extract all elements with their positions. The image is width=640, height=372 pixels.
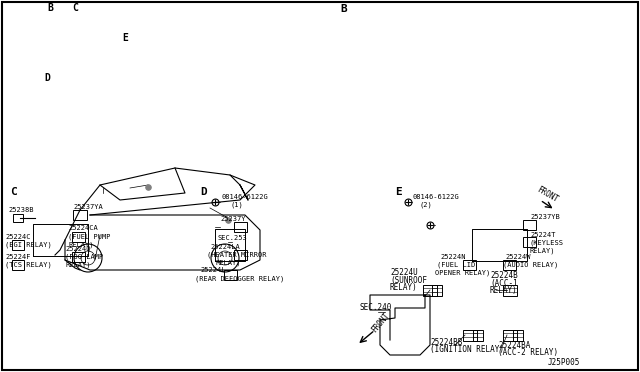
Bar <box>13 214 23 222</box>
Text: 08146-6122G: 08146-6122G <box>413 194 460 200</box>
Bar <box>12 260 24 270</box>
Text: 25224BB: 25224BB <box>430 338 462 347</box>
Text: (REAR DEFOGGER RELAY): (REAR DEFOGGER RELAY) <box>195 275 284 282</box>
Bar <box>234 222 246 232</box>
Text: 25237YA: 25237YA <box>73 204 103 210</box>
Bar <box>463 330 477 340</box>
Bar <box>72 252 84 262</box>
Text: 25224T: 25224T <box>530 232 556 238</box>
Text: SEC.253: SEC.253 <box>218 235 248 241</box>
Text: J25P005: J25P005 <box>548 358 580 367</box>
Bar <box>504 260 516 270</box>
Text: B: B <box>340 4 347 14</box>
Text: (FUEL LID: (FUEL LID <box>437 262 476 269</box>
Bar <box>463 260 477 270</box>
Bar <box>524 220 536 230</box>
Text: (ACC-2 RELAY): (ACC-2 RELAY) <box>498 348 558 357</box>
Bar <box>524 237 536 247</box>
Text: SEC.240: SEC.240 <box>360 303 392 312</box>
Text: (KEYLESS: (KEYLESS <box>530 240 564 247</box>
Text: B: B <box>47 3 53 13</box>
Text: 25224CA: 25224CA <box>68 225 98 231</box>
Bar <box>423 285 437 295</box>
Text: RELAY): RELAY) <box>68 241 93 247</box>
Bar <box>473 330 483 340</box>
Text: (FUEL PUMP: (FUEL PUMP <box>68 233 111 240</box>
Text: RELAY): RELAY) <box>390 283 418 292</box>
Text: 25224C: 25224C <box>5 234 31 240</box>
Bar <box>503 330 517 340</box>
Text: RELAY): RELAY) <box>530 248 556 254</box>
Text: 25224W: 25224W <box>505 254 531 260</box>
Text: 08146-6122G: 08146-6122G <box>222 194 269 200</box>
Text: (SUNROOF: (SUNROOF <box>390 276 427 285</box>
Bar <box>73 210 87 220</box>
Text: RELAY): RELAY) <box>490 286 518 295</box>
Bar <box>223 270 237 280</box>
Text: FRONT: FRONT <box>535 185 559 204</box>
Text: C: C <box>10 187 17 197</box>
Text: 25224N: 25224N <box>440 254 465 260</box>
Text: 25224BA: 25224BA <box>498 341 531 350</box>
Text: 25224F: 25224F <box>5 254 31 260</box>
Text: 25224L: 25224L <box>200 267 225 273</box>
Text: 25224LA: 25224LA <box>210 244 240 250</box>
Text: (IGNITION RELAY): (IGNITION RELAY) <box>430 345 504 354</box>
Text: 25224U: 25224U <box>390 268 418 277</box>
Text: D: D <box>200 187 207 197</box>
Text: (ACC-1: (ACC-1 <box>490 279 518 288</box>
Text: 25237YB: 25237YB <box>530 214 560 220</box>
Bar <box>513 330 523 340</box>
Text: 25238B: 25238B <box>8 207 33 213</box>
Bar <box>432 285 442 295</box>
Text: C: C <box>72 3 78 13</box>
Text: 25237Y: 25237Y <box>220 216 246 222</box>
Text: (EGI RELAY): (EGI RELAY) <box>5 242 52 248</box>
Text: (AUDIO RELAY): (AUDIO RELAY) <box>503 262 558 269</box>
Text: RELAY): RELAY) <box>65 261 90 267</box>
Text: 25224Q: 25224Q <box>65 245 90 251</box>
Text: RELAY): RELAY) <box>215 260 241 266</box>
Bar <box>234 250 246 260</box>
Text: 25224B: 25224B <box>490 271 518 280</box>
Text: (2): (2) <box>420 201 433 208</box>
Text: E: E <box>122 33 127 43</box>
Text: (HEATER MIRROR: (HEATER MIRROR <box>207 252 266 259</box>
Text: D: D <box>44 73 50 83</box>
Text: (FOG LAMP: (FOG LAMP <box>65 253 103 260</box>
Text: (TCS RELAY): (TCS RELAY) <box>5 262 52 269</box>
Bar <box>503 285 517 295</box>
Text: FRONT: FRONT <box>370 311 392 334</box>
Bar <box>12 240 24 250</box>
Text: OPENER RELAY): OPENER RELAY) <box>435 270 490 276</box>
Text: (1): (1) <box>230 201 243 208</box>
Text: E: E <box>395 187 402 197</box>
Bar <box>72 232 84 242</box>
